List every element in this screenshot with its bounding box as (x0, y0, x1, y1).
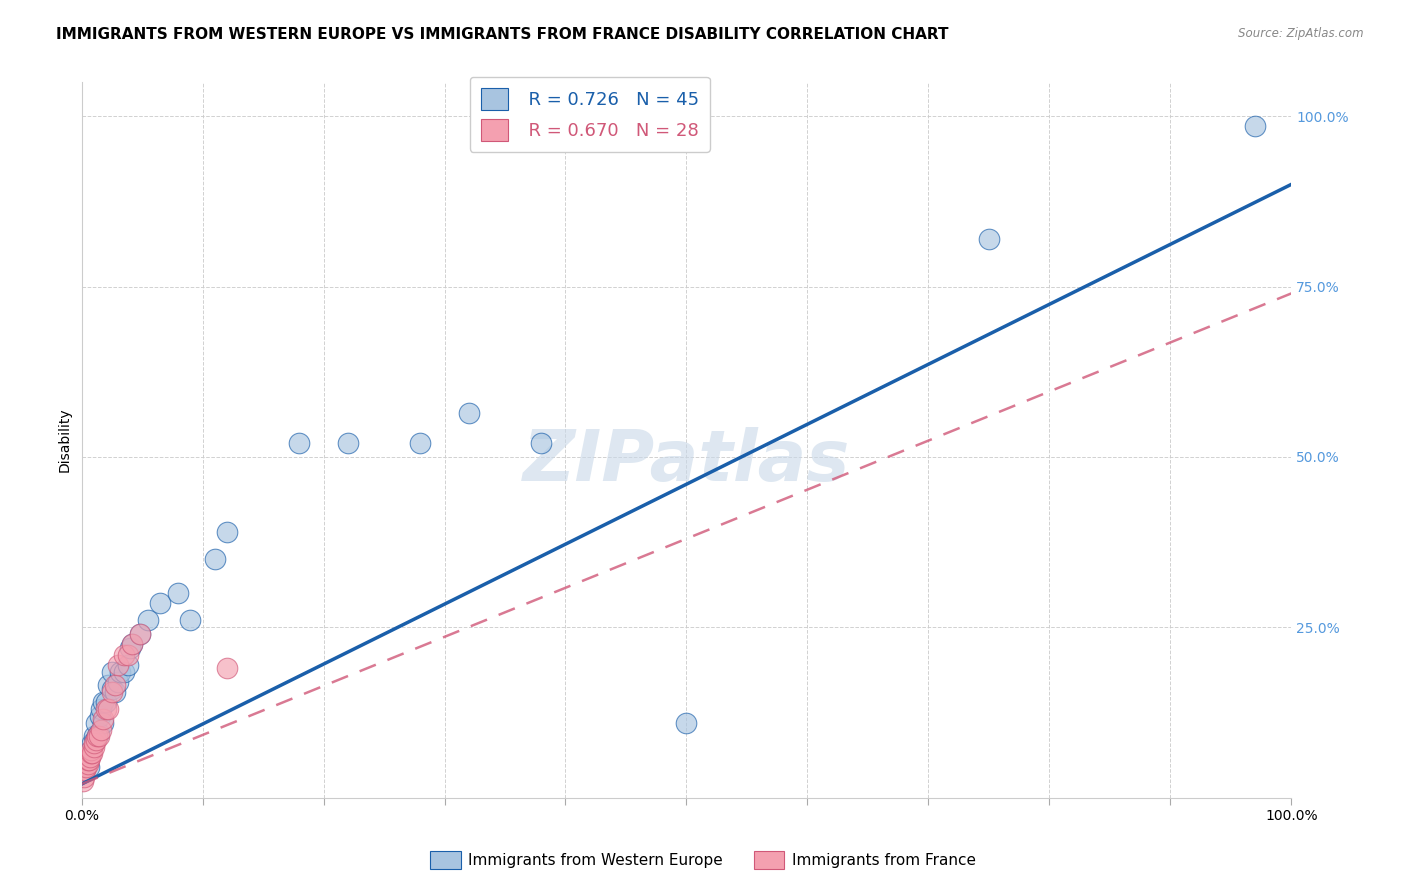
Point (530, 436, 553, 450)
Point (76, 753, 98, 767)
Point (73, 770, 96, 784)
Point (84, 732, 107, 747)
Point (80, 743, 103, 757)
Point (79, 747, 101, 761)
Legend:   R = 0.726   N = 45,   R = 0.670   N = 28: R = 0.726 N = 45, R = 0.670 N = 28 (470, 77, 710, 152)
Point (101, 665, 124, 679)
Point (117, 648, 139, 662)
Point (75, 756, 97, 771)
Point (121, 637, 143, 651)
Point (86, 729, 108, 743)
Point (83, 732, 105, 747)
Point (80, 743, 103, 757)
Text: ZIPatlas: ZIPatlas (523, 427, 851, 496)
Point (75, 753, 97, 767)
Point (179, 614, 201, 628)
Point (117, 657, 139, 672)
Point (82, 747, 104, 761)
Point (83, 736, 105, 750)
Point (94, 695, 117, 709)
Point (77, 760, 100, 774)
Point (288, 436, 311, 450)
Point (112, 648, 135, 662)
Point (90, 723, 112, 737)
Point (149, 597, 172, 611)
Y-axis label: Disability: Disability (58, 408, 72, 472)
Point (89, 709, 111, 723)
Point (101, 685, 124, 699)
Point (215, 524, 238, 539)
Point (75, 756, 97, 771)
Point (84, 715, 107, 730)
Point (409, 436, 432, 450)
Point (128, 627, 150, 641)
Point (87, 729, 110, 743)
Point (97, 678, 120, 692)
Point (107, 657, 129, 672)
Point (1244, 120, 1267, 134)
Point (118, 640, 141, 655)
Point (80, 747, 103, 761)
Point (112, 665, 135, 679)
Point (73, 764, 96, 778)
Point (72, 773, 94, 788)
Point (104, 678, 127, 692)
Point (77, 753, 100, 767)
Point (94, 702, 117, 716)
Point (76, 753, 98, 767)
Point (457, 406, 479, 420)
Point (75, 760, 97, 774)
Point (83, 729, 105, 743)
Point (336, 436, 359, 450)
Point (87, 726, 110, 740)
Point (97, 702, 120, 716)
Point (107, 674, 129, 689)
Point (93, 695, 115, 709)
Point (79, 749, 101, 764)
Point (76, 756, 98, 771)
Legend: Immigrants from Western Europe, Immigrants from France: Immigrants from Western Europe, Immigran… (425, 845, 981, 875)
Point (104, 685, 127, 699)
Point (77, 749, 100, 764)
Point (675, 715, 697, 730)
Point (167, 586, 190, 600)
Point (75, 764, 97, 778)
Text: Source: ZipAtlas.com: Source: ZipAtlas.com (1239, 27, 1364, 40)
Point (215, 661, 238, 675)
Point (93, 712, 115, 726)
Point (136, 614, 159, 628)
Point (93, 715, 115, 730)
Point (90, 702, 112, 716)
Point (110, 665, 132, 679)
Text: IMMIGRANTS FROM WESTERN EUROPE VS IMMIGRANTS FROM FRANCE DISABILITY CORRELATION : IMMIGRANTS FROM WESTERN EUROPE VS IMMIGR… (56, 27, 949, 42)
Point (128, 627, 150, 641)
Point (121, 637, 143, 651)
Point (83, 739, 105, 754)
Point (86, 729, 108, 743)
Point (82, 736, 104, 750)
Point (101, 681, 124, 696)
Point (204, 552, 226, 566)
Point (977, 232, 1000, 246)
